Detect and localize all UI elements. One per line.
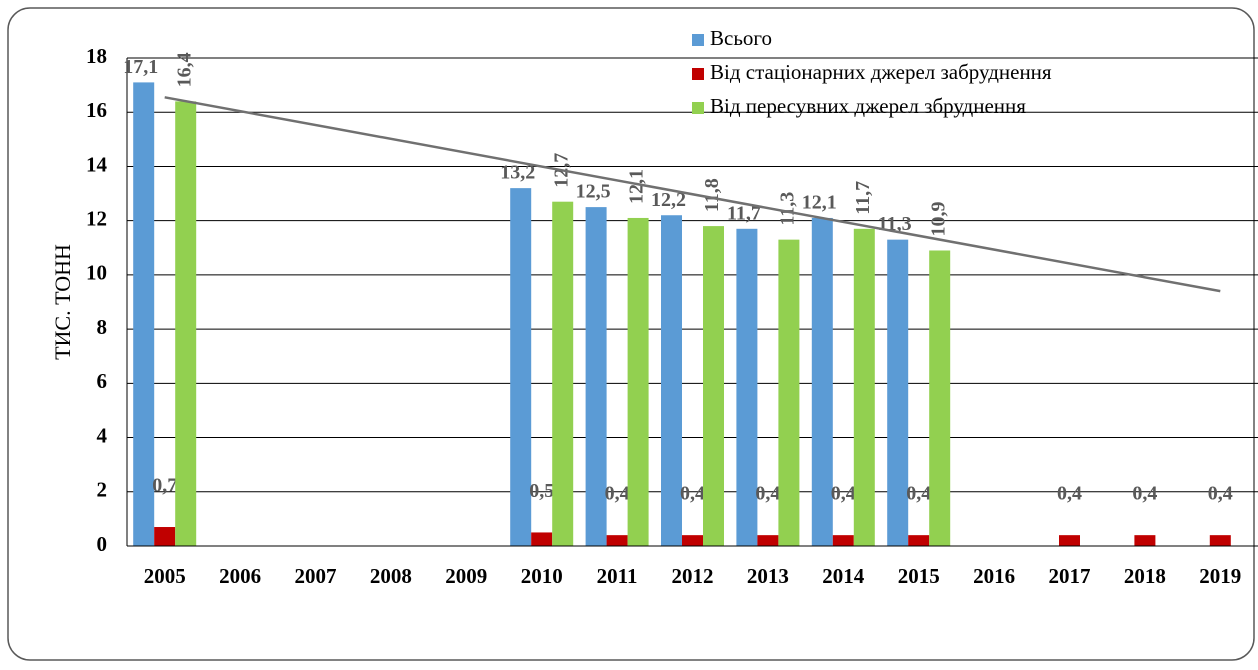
- value-label: 0,4: [680, 483, 705, 505]
- y-tick-label: 8: [97, 315, 108, 339]
- x-tick-label: 2012: [672, 564, 714, 588]
- value-label: 0,5: [529, 480, 554, 502]
- legend-label: Всього: [710, 26, 772, 50]
- bar: [853, 228, 875, 547]
- y-tick-label: 12: [86, 206, 107, 230]
- x-tick-label: 2018: [1124, 564, 1166, 588]
- x-tick-label: 2015: [898, 564, 940, 588]
- y-tick-label: 14: [86, 152, 108, 176]
- y-tick-label: 0: [97, 532, 108, 556]
- bar: [1134, 535, 1156, 546]
- legend-swatch: [692, 34, 704, 46]
- bar: [606, 535, 628, 546]
- y-tick-label: 4: [97, 423, 108, 447]
- trend-line: [164, 96, 1221, 293]
- value-label: 10,9: [927, 201, 949, 236]
- y-tick-label: 18: [86, 44, 107, 68]
- x-tick-label: 2008: [370, 564, 412, 588]
- bar: [1209, 535, 1231, 546]
- bar: [154, 527, 176, 546]
- y-tick-label: 2: [97, 478, 108, 502]
- value-label: 0,4: [1057, 483, 1082, 505]
- value-label: 12,1: [626, 169, 648, 204]
- x-tick-label: 2016: [973, 564, 1015, 588]
- x-tick-label: 2009: [445, 564, 487, 588]
- value-label: 17,1: [123, 56, 158, 78]
- value-label: 0,4: [831, 483, 856, 505]
- value-label: 11,3: [776, 192, 798, 226]
- x-tick-label: 2006: [219, 564, 261, 588]
- bar: [1059, 535, 1080, 546]
- value-label: 0,4: [1132, 483, 1157, 505]
- bar: [175, 101, 197, 546]
- value-label: 12,1: [802, 192, 837, 214]
- bar: [778, 239, 800, 546]
- value-label: 0,4: [906, 483, 931, 505]
- bar: [133, 82, 155, 547]
- legend-label: Від стаціонарних джерел забруднення: [710, 60, 1052, 84]
- legend-label: Від пересувних джерел збруднення: [710, 94, 1026, 118]
- bar: [531, 532, 553, 546]
- bar: [736, 228, 758, 547]
- bar: [627, 217, 649, 546]
- x-tick-label: 2011: [597, 564, 638, 588]
- value-label: 12,5: [576, 181, 611, 203]
- x-tick-label: 2010: [521, 564, 563, 588]
- bar: [552, 201, 574, 546]
- x-tick-label: 2013: [747, 564, 789, 588]
- x-tick-label: 2014: [822, 564, 865, 588]
- bar: [703, 226, 724, 547]
- bar: [757, 535, 779, 546]
- bar: [661, 215, 682, 546]
- y-tick-label: 16: [86, 98, 107, 122]
- value-label: 0,4: [1208, 483, 1233, 505]
- bar: [510, 188, 532, 546]
- value-label: 0,4: [605, 483, 630, 505]
- bar: [929, 250, 951, 546]
- y-tick-label: 6: [97, 369, 108, 393]
- value-label: 13,2: [500, 162, 535, 184]
- x-tick-label: 2019: [1199, 564, 1241, 588]
- bar: [887, 239, 909, 546]
- value-label: 11,8: [701, 178, 723, 212]
- y-tick-label: 10: [86, 261, 107, 285]
- bar: [682, 535, 703, 546]
- bar: [908, 535, 930, 546]
- value-label: 0,7: [152, 475, 177, 497]
- x-tick-label: 2017: [1049, 564, 1091, 588]
- value-label: 12,2: [651, 189, 686, 211]
- bar: [585, 207, 607, 546]
- value-label: 16,4: [173, 52, 195, 87]
- x-tick-label: 2005: [144, 564, 186, 588]
- value-label: 0,4: [755, 483, 780, 505]
- legend-swatch: [692, 68, 704, 80]
- bar: [811, 217, 833, 546]
- x-tick-label: 2007: [295, 564, 337, 588]
- value-label: 11,7: [727, 202, 761, 224]
- y-axis-label: ТИС. ТОНН: [50, 244, 75, 360]
- bar: [832, 535, 854, 546]
- value-label: 11,7: [852, 181, 874, 215]
- legend-swatch: [692, 102, 704, 114]
